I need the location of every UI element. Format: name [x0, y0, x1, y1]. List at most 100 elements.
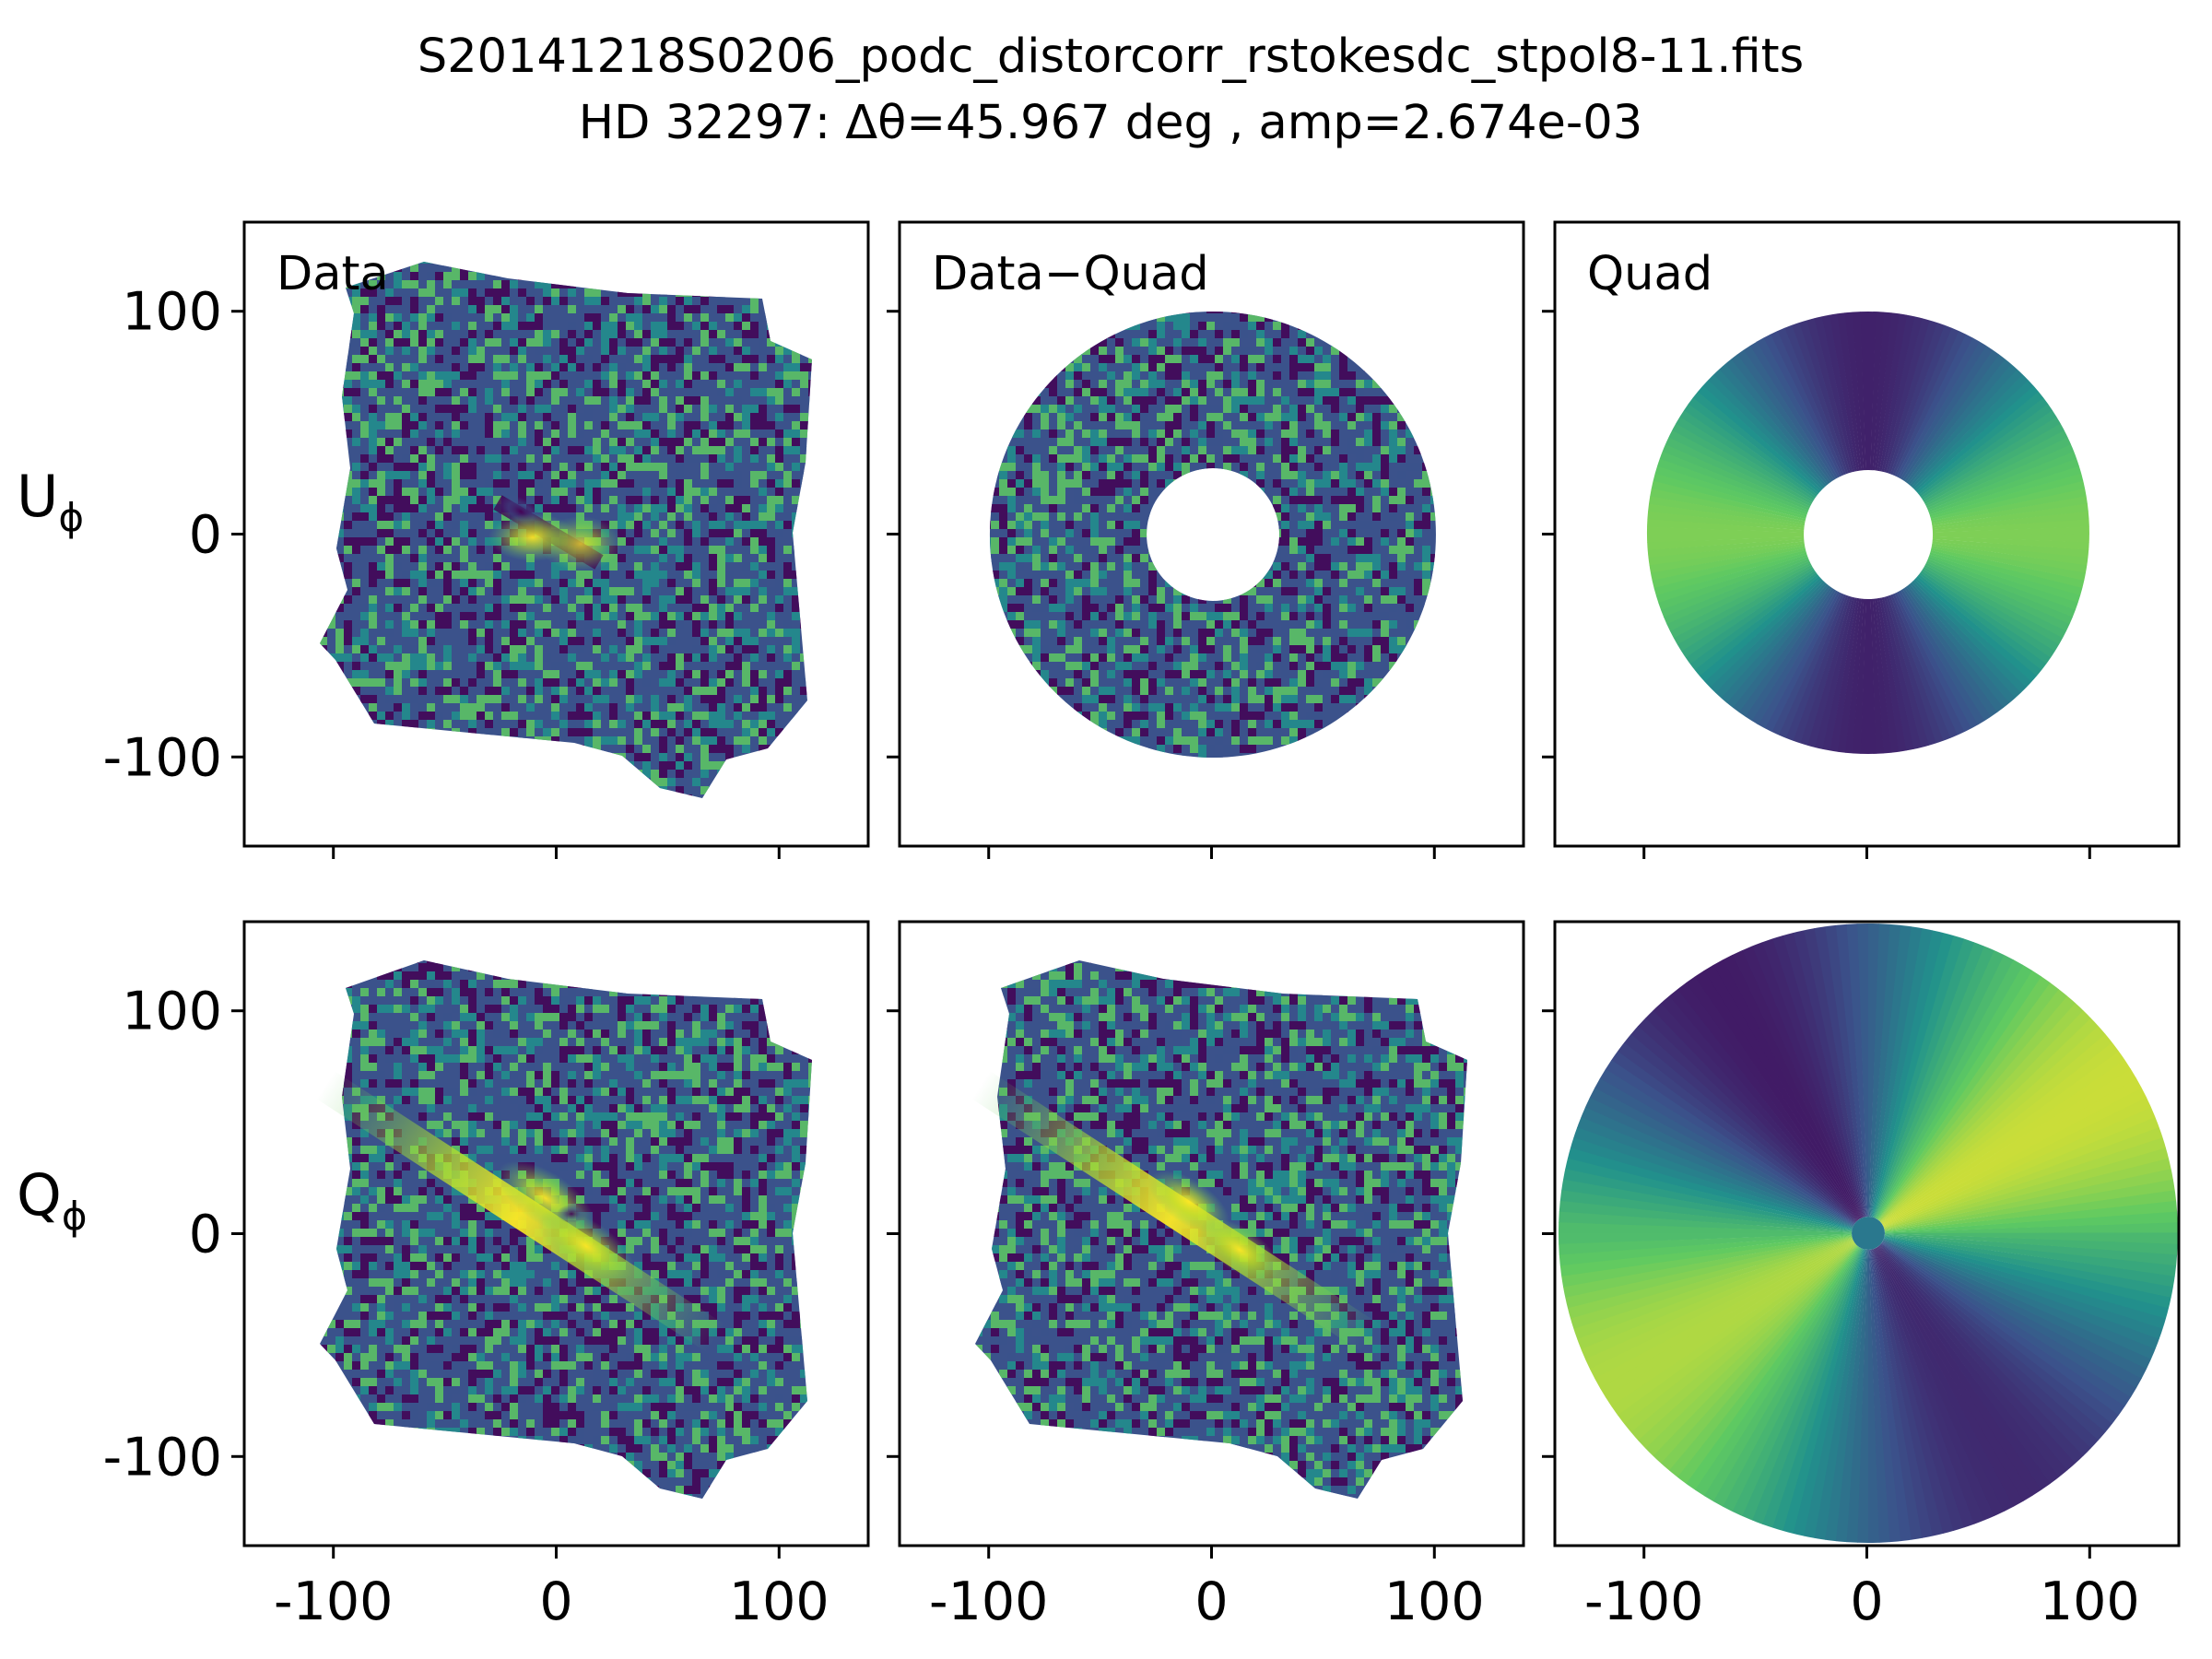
noise-pixel [1372, 264, 1381, 272]
noise-pixel [302, 322, 311, 330]
noise-pixel [410, 629, 418, 637]
noise-pixel [858, 537, 866, 546]
noise-pixel [518, 595, 526, 604]
noise-pixel [1464, 380, 1472, 388]
noise-pixel [1323, 264, 1331, 272]
noise-pixel [1455, 347, 1464, 355]
noise-pixel [1057, 421, 1065, 429]
noise-pixel [833, 695, 841, 703]
noise-pixel [294, 595, 302, 604]
noise-pixel [385, 562, 394, 571]
noise-pixel [1007, 405, 1016, 413]
noise-pixel [377, 778, 385, 786]
noise-pixel [850, 239, 858, 247]
noise-pixel [1488, 396, 1497, 405]
noise-pixel [277, 479, 286, 488]
noise-pixel [1422, 371, 1430, 380]
noise-pixel [692, 239, 700, 247]
noise-pixel [1439, 347, 1447, 355]
noise-pixel [468, 330, 477, 338]
noise-pixel [1198, 230, 1206, 239]
noise-pixel [759, 595, 767, 604]
noise-pixel [344, 778, 352, 786]
noise-pixel [1007, 388, 1016, 396]
noise-pixel [261, 670, 269, 678]
noise-pixel [286, 347, 294, 355]
noise-pixel [1505, 264, 1513, 272]
noise-pixel [1488, 272, 1497, 280]
noise-pixel [477, 438, 485, 446]
noise-pixel [394, 712, 402, 720]
noise-pixel [700, 604, 709, 612]
noise-pixel [1082, 363, 1090, 371]
noise-pixel [452, 836, 460, 844]
noise-pixel [294, 720, 302, 728]
noise-pixel [501, 247, 510, 255]
noise-pixel [626, 662, 634, 670]
noise-pixel [634, 347, 642, 355]
noise-pixel [452, 413, 460, 421]
noise-pixel [974, 380, 982, 388]
noise-pixel [327, 653, 335, 662]
noise-pixel [1298, 230, 1306, 239]
noise-pixel [327, 479, 335, 488]
noise-pixel [725, 554, 734, 562]
noise-pixel [725, 280, 734, 288]
noise-pixel [667, 421, 676, 429]
noise-pixel [1339, 312, 1347, 313]
noise-pixel [1016, 371, 1024, 380]
noise-pixel [360, 338, 369, 347]
noise-pixel [535, 645, 543, 653]
noise-pixel [352, 297, 360, 305]
noise-pixel [277, 330, 286, 338]
noise-pixel [427, 488, 435, 496]
noise-pixel [1464, 421, 1472, 429]
noise-pixel [833, 761, 841, 770]
noise-pixel [468, 521, 477, 529]
noise-pixel [1397, 288, 1406, 297]
noise-pixel [253, 662, 261, 670]
noise-pixel [700, 488, 709, 496]
noise-pixel [1381, 272, 1389, 280]
noise-pixel [518, 471, 526, 479]
noise-pixel [526, 562, 535, 571]
noise-pixel [352, 488, 360, 496]
noise-pixel [783, 786, 792, 794]
noise-pixel [559, 338, 568, 347]
noise-pixel [725, 620, 734, 629]
noise-pixel [725, 247, 734, 255]
noise-pixel [468, 446, 477, 454]
noise-pixel [825, 429, 833, 438]
noise-pixel [1041, 405, 1049, 413]
noise-pixel [858, 471, 866, 479]
noise-pixel [651, 770, 659, 778]
noise-pixel [601, 695, 609, 703]
noise-pixel [700, 413, 709, 421]
noise-pixel [1513, 280, 1522, 288]
noise-pixel [1314, 280, 1323, 288]
noise-pixel [485, 338, 493, 347]
noise-pixel [327, 770, 335, 778]
noise-pixel [327, 529, 335, 537]
noise-pixel [1347, 396, 1356, 405]
noise-pixel [676, 794, 684, 798]
noise-pixel [709, 678, 717, 687]
noise-pixel [1265, 230, 1273, 239]
noise-pixel [269, 811, 277, 819]
noise-pixel [684, 529, 692, 537]
noise-pixel [833, 230, 841, 239]
noise-pixel [344, 562, 352, 571]
noise-pixel [783, 438, 792, 446]
noise-pixel [344, 429, 352, 438]
noise-pixel [1115, 312, 1124, 313]
noise-pixel [1480, 255, 1488, 264]
noise-pixel [808, 463, 812, 471]
noise-pixel [253, 678, 261, 687]
noise-pixel [510, 678, 518, 687]
noise-pixel [725, 678, 734, 687]
noise-pixel [618, 363, 626, 371]
noise-pixel [344, 230, 352, 239]
noise-pixel [261, 288, 269, 297]
noise-pixel [485, 579, 493, 587]
noise-pixel [692, 247, 700, 255]
